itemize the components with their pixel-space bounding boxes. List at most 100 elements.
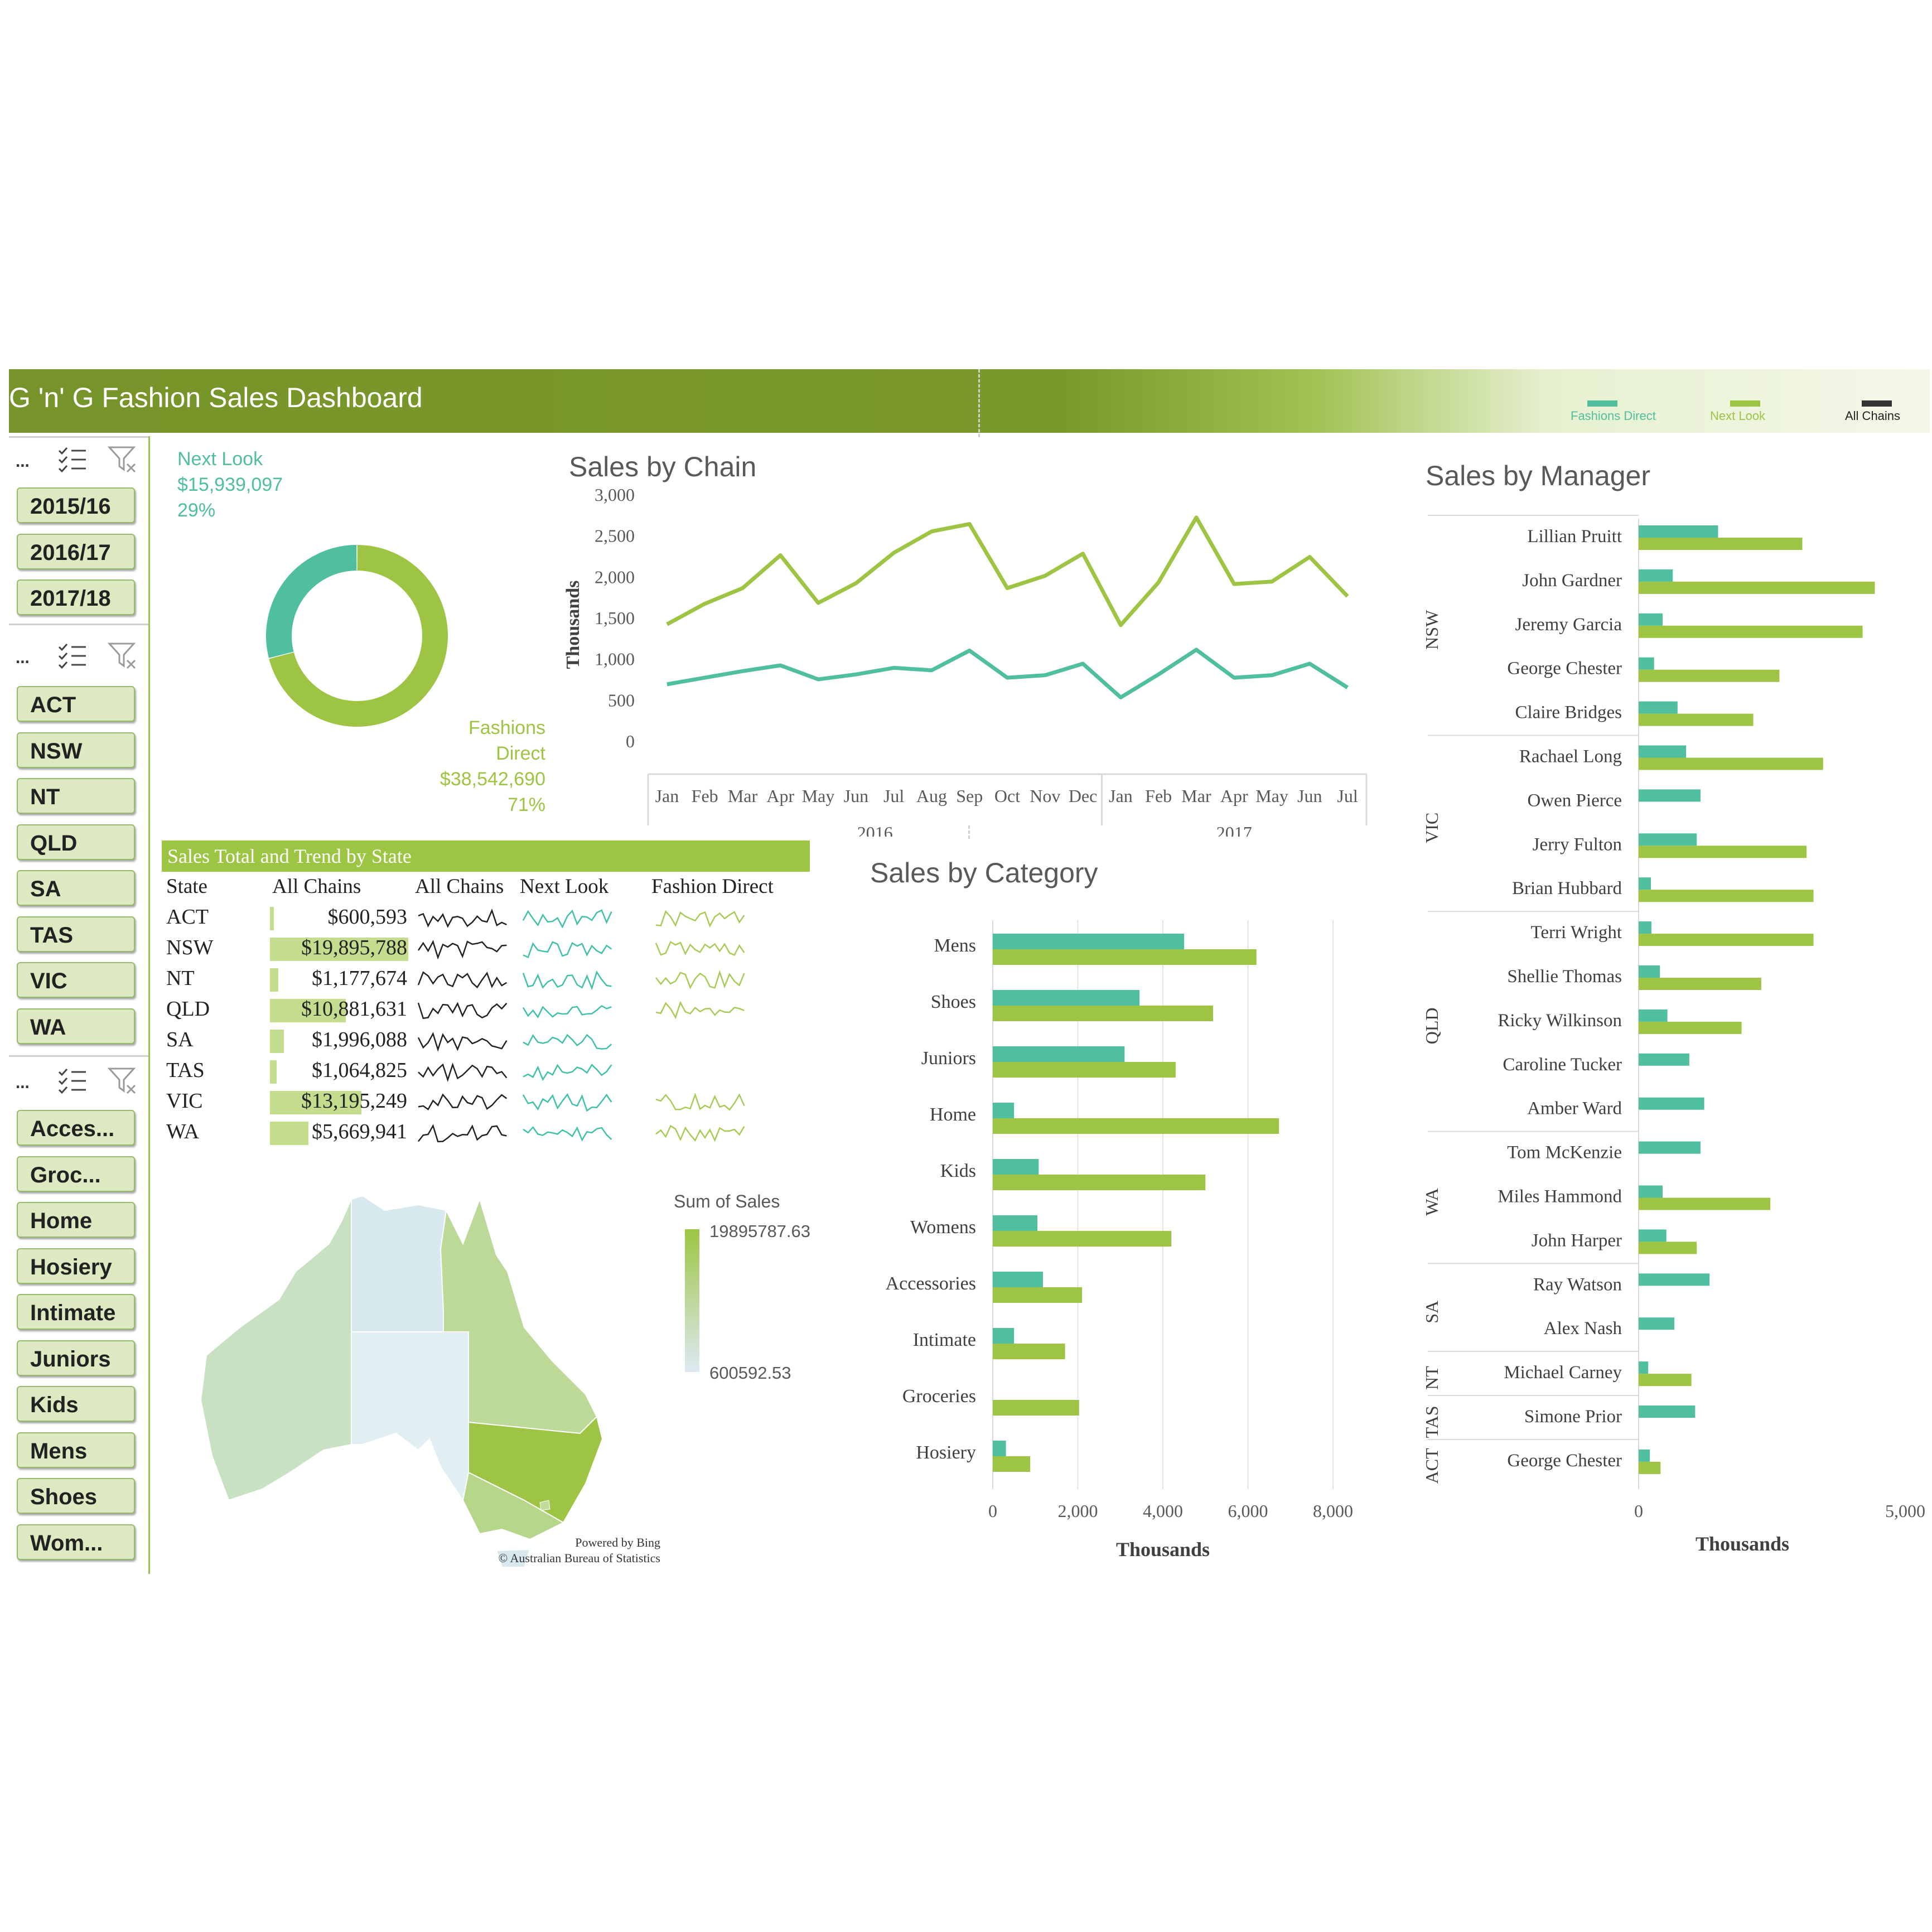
x-tick-label: 0 xyxy=(1634,1501,1643,1521)
y-axis-label: Thousands xyxy=(563,581,583,669)
clear-filter-icon[interactable] xyxy=(107,445,138,473)
donut-next-look-value: $15,939,097 xyxy=(177,474,283,495)
bar-fashions-direct xyxy=(993,1328,1015,1344)
more-options-icon[interactable]: ... xyxy=(15,1066,31,1094)
legend-label: All Chains xyxy=(1845,409,1901,423)
slicer-item-shoes[interactable]: Shoes xyxy=(17,1478,135,1514)
slicer-item-kids[interactable]: Kids xyxy=(17,1386,135,1422)
slicer-item-nsw[interactable]: NSW xyxy=(17,732,135,768)
bar-next-look xyxy=(993,1175,1206,1190)
x-tick-label: Dec xyxy=(1069,786,1098,806)
bar-next-look xyxy=(1639,978,1761,990)
legend-all-chains: All Chains xyxy=(1845,400,1900,423)
slicer-item-acces[interactable]: Acces... xyxy=(17,1110,135,1146)
data-bar xyxy=(270,938,408,961)
slicer-item-201617[interactable]: 2016/17 xyxy=(17,533,135,569)
bar-fashions-direct xyxy=(993,1046,1125,1062)
category-label: Womens xyxy=(910,1217,976,1238)
slicer-item-vic[interactable]: VIC xyxy=(17,962,135,998)
map-region-sa xyxy=(351,1331,469,1502)
map-legend-title: Sum of Sales xyxy=(674,1191,780,1211)
x-tick-label: May xyxy=(802,786,835,806)
slicer-item-201516[interactable]: 2015/16 xyxy=(17,487,135,523)
slicer-item-act[interactable]: ACT xyxy=(17,686,135,722)
category-label: Intimate xyxy=(913,1330,976,1350)
map-credit-abs: © Australian Bureau of Statistics xyxy=(498,1551,660,1565)
sparkline xyxy=(655,1001,745,1020)
slicer-item-201718[interactable]: 2017/18 xyxy=(17,579,135,615)
bar-fashions-direct xyxy=(1639,1449,1650,1462)
slicer-item-sa[interactable]: SA xyxy=(17,870,135,906)
manager-label: Jeremy Garcia xyxy=(1515,615,1622,635)
manager-label: John Harper xyxy=(1532,1230,1622,1250)
total-cell: $5,669,941 xyxy=(312,1120,407,1143)
sparkline-path xyxy=(523,1064,612,1081)
sparkline xyxy=(523,1064,612,1081)
sparkline xyxy=(417,940,507,960)
manager-label: George Chester xyxy=(1507,659,1622,679)
slicer-separator xyxy=(9,1055,148,1057)
slicer-item-wa[interactable]: WA xyxy=(17,1008,135,1044)
y-tick-label: 1,000 xyxy=(595,649,635,669)
bar-fashions-direct xyxy=(1639,613,1663,626)
slicer-item-tas[interactable]: TAS xyxy=(17,916,135,952)
more-options-icon[interactable]: ... xyxy=(15,641,31,669)
slicer-item-hosiery[interactable]: Hosiery xyxy=(17,1248,135,1284)
donut-next-look-name: Next Look xyxy=(177,448,263,470)
map-region-nt xyxy=(351,1195,447,1332)
slicer-item-wom[interactable]: Wom... xyxy=(17,1524,135,1560)
sparkline-path xyxy=(417,971,508,989)
sparkline-path xyxy=(523,1126,612,1142)
more-options-icon[interactable]: ... xyxy=(15,445,31,472)
state-group-label: NT xyxy=(1422,1366,1442,1390)
slicer-item-home[interactable]: Home xyxy=(17,1202,135,1238)
legend-fashions-direct: Fashions Direct xyxy=(1571,400,1656,423)
multi-select-icon[interactable] xyxy=(57,1066,88,1094)
sparkline xyxy=(655,1092,745,1111)
sparkline-path xyxy=(522,970,612,991)
sparkline-path xyxy=(655,910,745,928)
x-tick-label: Sep xyxy=(956,786,983,806)
x-tick-label: Jun xyxy=(1297,786,1322,806)
dashboard-header: G 'n' G Fashion Sales Dashboard Fashions… xyxy=(9,369,1930,437)
x-tick-label: Jan xyxy=(1109,786,1133,806)
sparkline xyxy=(522,970,612,991)
bar-next-look xyxy=(993,1062,1176,1078)
sparkline xyxy=(522,909,612,929)
total-cell: $600,593 xyxy=(327,905,408,929)
x-tick-label: 5,000 xyxy=(1885,1501,1925,1521)
bar-fashions-direct xyxy=(993,990,1140,1006)
slicer-item-juniors[interactable]: Juniors xyxy=(17,1340,135,1376)
sparkline xyxy=(522,1004,612,1019)
dashboard-title: G 'n' G Fashion Sales Dashboard xyxy=(9,382,423,413)
sales-by-category-chart: 0 2,000 4,000 6,000 8,000 Thousands Mens Shoes J… xyxy=(886,920,1353,1561)
legend-swatch xyxy=(1862,400,1892,407)
multi-select-icon[interactable] xyxy=(57,641,88,669)
manager-label: Michael Carney xyxy=(1504,1363,1622,1383)
slicer-item-mens[interactable]: Mens xyxy=(17,1432,135,1468)
clear-filter-icon[interactable] xyxy=(107,641,138,669)
x-tick-label: Jul xyxy=(1337,786,1358,806)
bar-fashions-direct xyxy=(993,1272,1043,1287)
multi-select-icon[interactable] xyxy=(57,445,88,473)
sparkline xyxy=(655,940,745,956)
x-tick-label: 2,000 xyxy=(1058,1501,1098,1521)
data-bar xyxy=(270,1091,361,1114)
slicer-item-intimate[interactable]: Intimate xyxy=(17,1294,135,1330)
total-cell: $10,881,631 xyxy=(301,997,407,1021)
clear-filter-icon[interactable] xyxy=(107,1066,138,1094)
category-label: Hosiery xyxy=(916,1442,976,1463)
slicer-item-nt[interactable]: NT xyxy=(17,778,135,814)
category-label: Juniors xyxy=(921,1048,976,1069)
col-header-state: State xyxy=(166,875,207,898)
sparkline-path xyxy=(522,909,612,929)
slicer-item-qld[interactable]: QLD xyxy=(17,824,135,860)
donut-slice-fashions-direct xyxy=(269,545,448,727)
state-cell: VIC xyxy=(166,1089,203,1113)
slicer-item-groc[interactable]: Groc... xyxy=(17,1156,135,1192)
sales-by-chain-title: Sales by Chain xyxy=(569,451,757,482)
category-label: Groceries xyxy=(902,1386,976,1407)
x-axis-label: Thousands xyxy=(1696,1533,1789,1555)
bar-next-look xyxy=(993,1118,1279,1134)
map-credit-bing: Powered by Bing xyxy=(575,1535,660,1549)
